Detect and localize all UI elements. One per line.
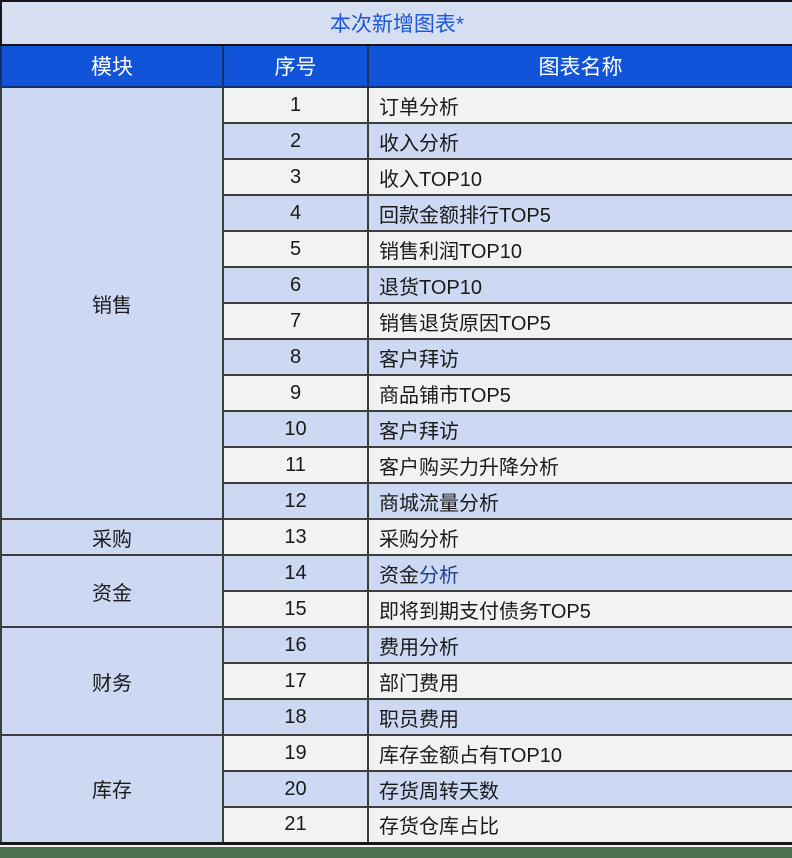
chart-name-cell: 资金分析 — [367, 554, 792, 592]
row-number-cell: 16 — [222, 626, 369, 664]
row-number-cell: 18 — [222, 698, 369, 736]
chart-name-cell: 收入分析 — [367, 122, 792, 160]
table-row: 17 部门费用 — [1, 662, 792, 700]
table-row: 财务 16 费用分析 — [0, 626, 792, 736]
chart-name-cell: 收入TOP10 — [367, 158, 792, 196]
table-row: 11 客户购买力升降分析 — [1, 446, 792, 484]
table-row: 20 存货周转天数 — [1, 770, 792, 808]
row-number-cell: 11 — [222, 446, 369, 484]
chart-name-cell: 客户拜访 — [367, 338, 792, 376]
table-row: 15 即将到期支付债务TOP5 — [1, 590, 792, 628]
chart-name-cell: 商城流量分析 — [367, 482, 792, 520]
column-header-module: 模块 — [0, 44, 224, 88]
table-header-row: 模块 序号 图表名称 — [0, 44, 792, 88]
chart-name-link[interactable]: 分析 — [419, 564, 459, 587]
row-number-cell: 14 — [222, 554, 369, 592]
chart-name-cell: 回款金额排行TOP5 — [367, 194, 792, 232]
row-number-cell: 5 — [222, 230, 369, 268]
column-header-no: 序号 — [222, 44, 369, 88]
table-row: 资金 14 资金分析 — [0, 554, 792, 628]
module-cell-inventory: 库存 — [0, 734, 224, 844]
row-number-cell: 17 — [222, 662, 369, 700]
row-number-cell: 6 — [222, 266, 369, 304]
table-title: 本次新增图表* — [1, 1, 792, 46]
table-row: 9 商品铺市TOP5 — [1, 374, 792, 412]
module-cell-funds: 资金 — [0, 554, 224, 628]
chart-name-cell: 采购分析 — [367, 518, 792, 556]
table-row: 7 销售退货原因TOP5 — [1, 302, 792, 340]
table-row: 库存 19 库存金额占有TOP10 — [0, 734, 792, 844]
table-row: 3 收入TOP10 — [1, 158, 792, 196]
bottom-green-strip — [0, 846, 792, 858]
chart-name-cell: 订单分析 — [367, 86, 792, 124]
row-number-cell: 4 — [222, 194, 369, 232]
table-row: 10 客户拜访 — [1, 410, 792, 448]
row-number-cell: 15 — [222, 590, 369, 628]
table-row: 4 回款金额排行TOP5 — [1, 194, 792, 232]
row-number-cell: 21 — [222, 806, 369, 844]
chart-name-text: 资金 — [379, 564, 419, 587]
row-number-cell: 10 — [222, 410, 369, 448]
chart-name-cell: 商品铺市TOP5 — [367, 374, 792, 412]
chart-name-cell: 存货周转天数 — [367, 770, 792, 808]
row-number-cell: 20 — [222, 770, 369, 808]
chart-name-cell: 即将到期支付债务TOP5 — [367, 590, 792, 628]
table-row: 2 收入分析 — [1, 122, 792, 160]
row-number-cell: 3 — [222, 158, 369, 196]
chart-name-cell: 费用分析 — [367, 626, 792, 664]
row-number-cell: 8 — [222, 338, 369, 376]
row-number-cell: 13 — [222, 518, 369, 556]
chart-name-cell: 销售退货原因TOP5 — [367, 302, 792, 340]
table-row: 12 商城流量分析 — [1, 482, 792, 520]
row-number-cell: 2 — [222, 122, 369, 160]
table-row: 6 退货TOP10 — [1, 266, 792, 304]
chart-name-cell: 存货仓库占比 — [367, 806, 792, 844]
table-row: 销售 1 订单分析 — [0, 86, 792, 520]
column-header-name: 图表名称 — [367, 44, 792, 88]
chart-name-cell: 退货TOP10 — [367, 266, 792, 304]
row-number-cell: 1 — [222, 86, 369, 124]
table-bottom-gap — [0, 844, 792, 847]
chart-name-cell: 客户购买力升降分析 — [367, 446, 792, 484]
chart-name-cell: 职员费用 — [367, 698, 792, 736]
module-cell-sales: 销售 — [0, 86, 224, 520]
module-cell-purchasing: 采购 — [0, 518, 224, 556]
chart-name-cell: 部门费用 — [367, 662, 792, 700]
row-number-cell: 9 — [222, 374, 369, 412]
chart-name-cell: 客户拜访 — [367, 410, 792, 448]
chart-name-cell: 库存金额占有TOP10 — [367, 734, 792, 772]
table-title-row: 本次新增图表* — [1, 1, 792, 46]
table-row: 5 销售利润TOP10 — [1, 230, 792, 268]
module-cell-finance: 财务 — [0, 626, 224, 736]
table-row: 采购 13 采购分析 — [0, 518, 792, 556]
table-row: 21 存货仓库占比 — [1, 806, 792, 844]
row-number-cell: 12 — [222, 482, 369, 520]
table-row: 18 职员费用 — [1, 698, 792, 736]
chart-name-cell: 销售利润TOP10 — [367, 230, 792, 268]
row-number-cell: 7 — [222, 302, 369, 340]
row-number-cell: 19 — [222, 734, 369, 772]
table-row: 8 客户拜访 — [1, 338, 792, 376]
